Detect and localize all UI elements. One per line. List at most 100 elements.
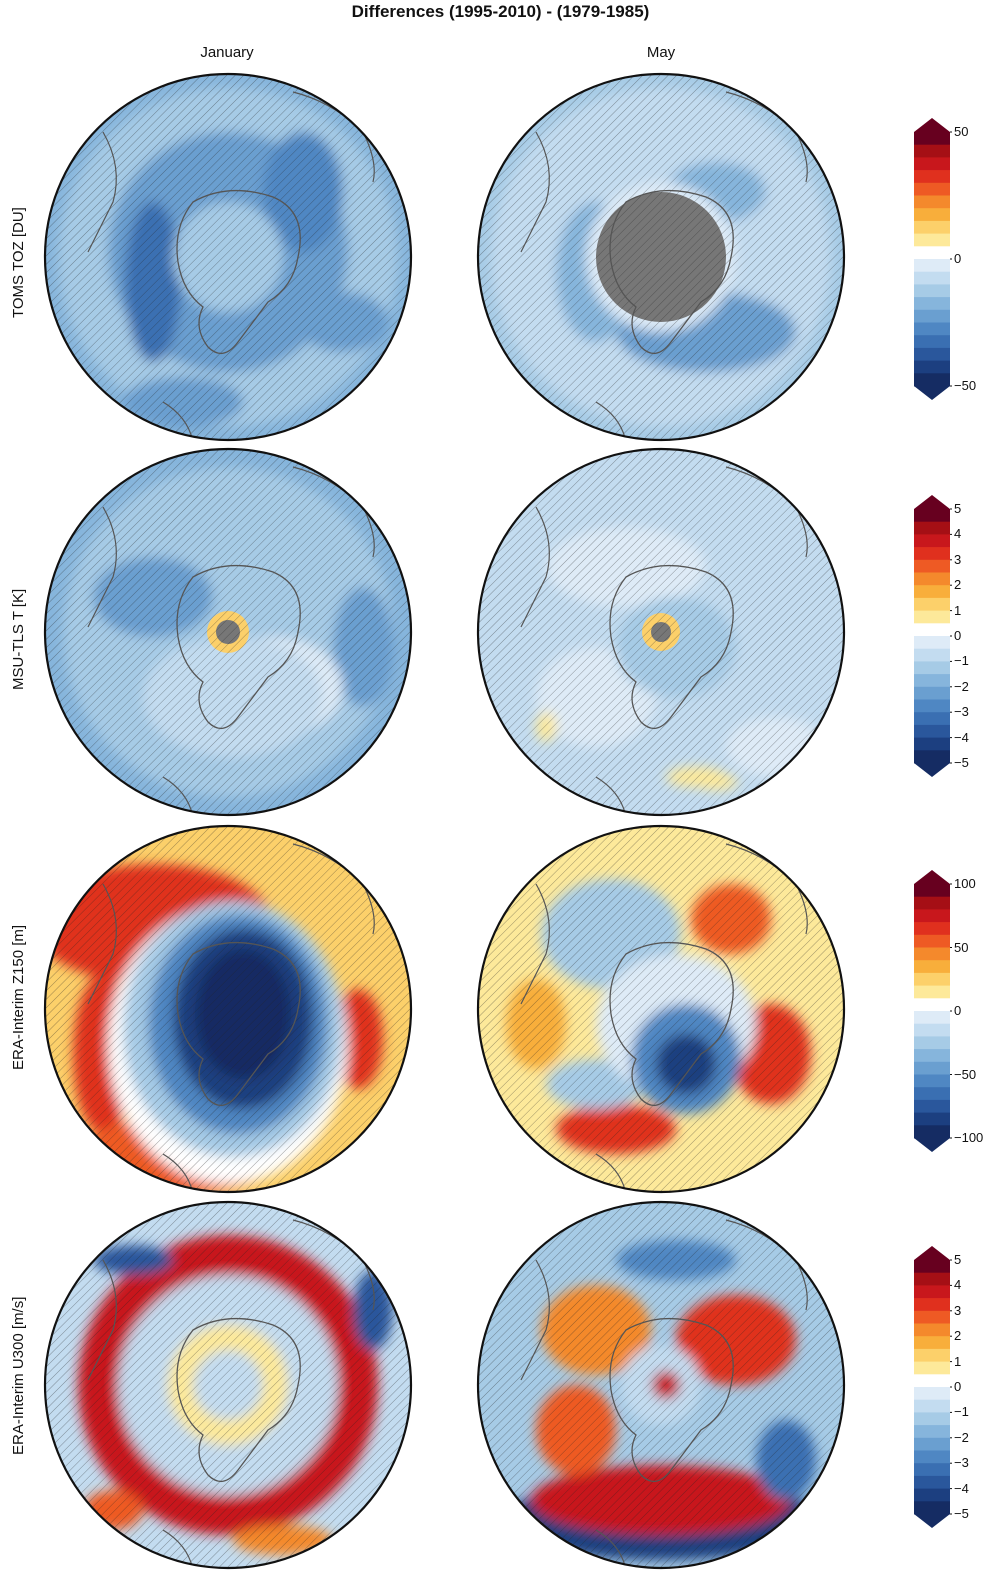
colorbar-tick-label: 5	[954, 501, 962, 516]
colorbar-segment	[914, 1336, 950, 1350]
colorbar-segment	[914, 1387, 950, 1401]
polar-map	[43, 447, 413, 817]
colorbar-msu-tls: 5 4 3 2 1 0 −1 −2 −3 −4 −5	[912, 495, 992, 777]
colorbar-extend-low	[914, 386, 950, 400]
colorbar-segment	[914, 661, 950, 675]
colorbar-extend-high	[914, 495, 950, 509]
colorbar-scale	[914, 495, 952, 777]
colorbar-scale	[914, 118, 952, 400]
colorbar-segment	[914, 585, 950, 599]
colorbar-segment	[914, 1074, 950, 1088]
colorbar-segment	[914, 220, 950, 235]
colorbar-segment	[914, 884, 950, 898]
polar-map	[476, 72, 846, 442]
colorbar-tick-label: −50	[954, 378, 977, 393]
colorbar-segment	[914, 896, 950, 910]
colorbar-segment	[914, 259, 950, 273]
map-boundary	[476, 824, 846, 1194]
colorbar-extend-high	[914, 118, 950, 132]
colorbar-segment	[914, 373, 950, 387]
map-msu-tls-january	[43, 447, 413, 817]
colorbar-segment	[914, 724, 950, 739]
colorbar-tick-label: 0	[954, 251, 962, 266]
colorbar-segment	[914, 271, 950, 285]
colorbar-segment	[914, 960, 950, 974]
colorbar-tick-label: −4	[954, 1480, 969, 1496]
antarctica-coastline	[176, 564, 301, 729]
colorbar-segment	[914, 597, 950, 612]
colorbar-segment	[914, 985, 950, 999]
colorbar-segment	[914, 1061, 950, 1075]
continent-coastline	[520, 131, 550, 253]
colorbar-segment	[914, 1437, 950, 1451]
colorbar-tick-label: 4	[954, 1277, 962, 1293]
colorbar-tick-label: 5	[954, 1252, 962, 1267]
row-label-era-u300: ERA-Interim U300 [m/s]	[10, 1296, 27, 1455]
significance-hatching	[45, 449, 411, 815]
colorbar-tick-label: 2	[954, 1328, 962, 1344]
colorbar-segment	[914, 1323, 950, 1337]
colorbar-segment	[914, 335, 950, 349]
map-boundary	[43, 447, 413, 817]
colorbar-segment	[914, 1450, 950, 1464]
colorbar-tick-label: −5	[954, 1506, 969, 1521]
colorbar-segment	[914, 1036, 950, 1050]
colorbar-tick-label: 1	[954, 602, 962, 618]
colorbar-segment	[914, 1348, 950, 1363]
colorbar-extend-low	[914, 763, 950, 777]
colorbar-tick-label: 4	[954, 526, 962, 542]
colorbar-segment	[914, 1501, 950, 1515]
significance-hatching	[478, 74, 844, 440]
continent-coastline	[87, 506, 117, 628]
colorbar-segment	[914, 1112, 950, 1126]
colorbar-tick-label: 0	[954, 1379, 962, 1394]
colorbar-segment	[914, 559, 950, 573]
colorbar-segment	[914, 1310, 950, 1324]
antarctica-coastline	[609, 1317, 734, 1482]
significance-hatching	[45, 74, 411, 440]
colorbar-segment	[914, 998, 950, 1012]
colorbar-segment	[914, 909, 950, 923]
row-label-msu-tls: MSU-TLS T [K]	[10, 588, 27, 690]
colorbar-tick-label: 0	[954, 628, 962, 643]
colorbar-segment	[914, 144, 950, 158]
polar-map	[476, 447, 846, 817]
polar-map	[43, 72, 413, 442]
colorbar-segment	[914, 750, 950, 764]
row-label-era-z150: ERA-Interim Z150 [m]	[10, 924, 27, 1070]
colorbar-toms-toz: 50 0 −50	[912, 118, 992, 400]
polar-map	[43, 1200, 413, 1570]
colorbar-segment	[914, 1361, 950, 1375]
colorbar-tick-label: −2	[954, 678, 969, 694]
map-boundary	[476, 1200, 846, 1570]
antarctica-coastline	[176, 941, 301, 1106]
column-heading-january: January	[200, 44, 254, 61]
colorbar-tick-label: −1	[954, 653, 969, 669]
colorbar-segment	[914, 623, 950, 637]
colorbar-tick-label: 3	[954, 551, 962, 567]
colorbar-segment	[914, 195, 950, 209]
colorbar-segment	[914, 572, 950, 586]
continent-coastline	[520, 883, 550, 1005]
map-era-z150-january	[43, 824, 413, 1194]
colorbar-segment	[914, 1374, 950, 1388]
colorbar-segment	[914, 1399, 950, 1413]
map-boundary	[476, 447, 846, 817]
colorbar-segment	[914, 1049, 950, 1063]
map-boundary	[43, 824, 413, 1194]
antarctica-coastline	[176, 189, 301, 354]
colorbar-segment	[914, 1260, 950, 1274]
map-toms-toz-january	[43, 72, 413, 442]
colorbar-tick-label: −3	[954, 1455, 969, 1471]
polar-map	[476, 824, 846, 1194]
continent-coastline	[87, 883, 117, 1005]
antarctica-coastline	[176, 1317, 301, 1482]
colorbar-segment	[914, 674, 950, 688]
map-toms-toz-may	[476, 72, 846, 442]
colorbar-segment	[914, 1125, 950, 1139]
colorbar-segment	[914, 1099, 950, 1114]
colorbar-segment	[914, 246, 950, 260]
colorbar-segment	[914, 610, 950, 624]
colorbar-segment	[914, 1463, 950, 1477]
colorbar-segment	[914, 1011, 950, 1025]
